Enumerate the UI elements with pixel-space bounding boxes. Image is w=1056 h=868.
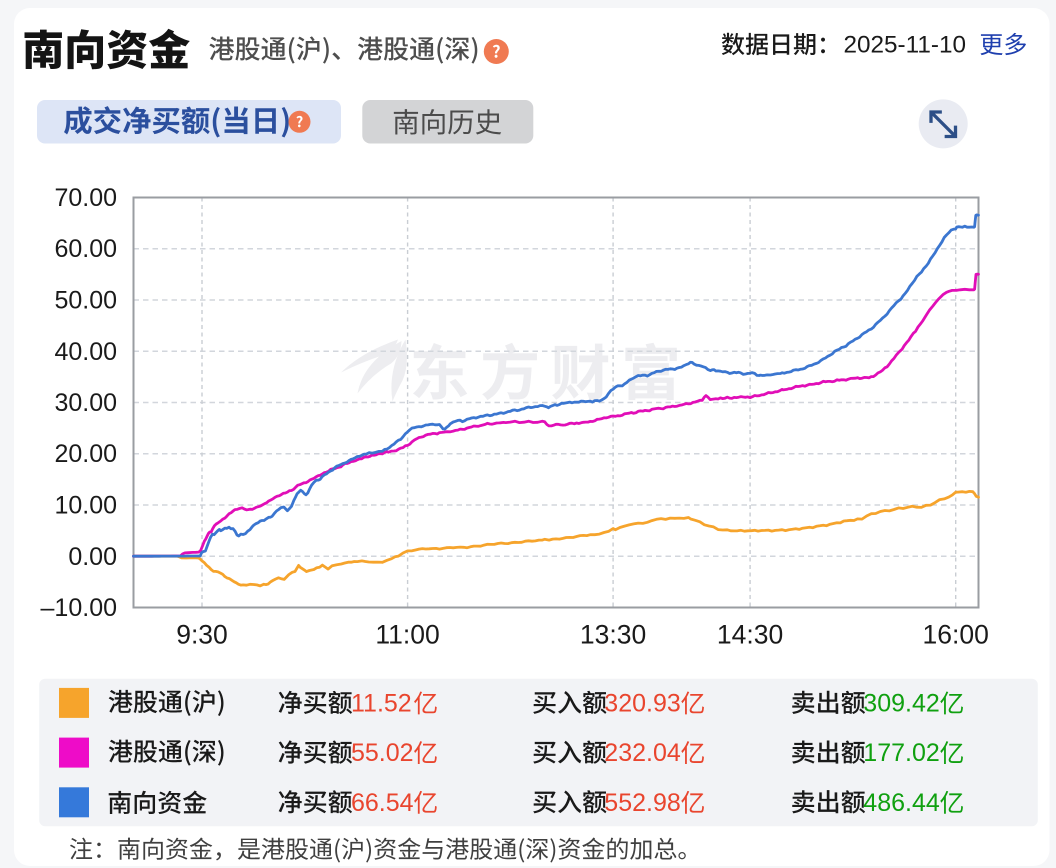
svg-text:177.02: 177.02 bbox=[863, 739, 939, 767]
svg-text:13:30: 13:30 bbox=[580, 620, 646, 650]
svg-text:2025-11-10: 2025-11-10 bbox=[844, 32, 966, 59]
svg-text:14:30: 14:30 bbox=[717, 620, 783, 650]
svg-text:55.02: 55.02 bbox=[351, 739, 414, 767]
svg-text:11.52: 11.52 bbox=[351, 690, 412, 718]
svg-text:9:30: 9:30 bbox=[176, 620, 228, 650]
svg-text:60.00: 60.00 bbox=[54, 235, 117, 263]
svg-text:30.00: 30.00 bbox=[54, 389, 117, 417]
svg-text:0.00: 0.00 bbox=[68, 543, 117, 571]
svg-text:16:00: 16:00 bbox=[923, 620, 989, 650]
svg-text:66.54: 66.54 bbox=[351, 789, 414, 817]
svg-text:486.44: 486.44 bbox=[863, 789, 940, 817]
svg-text:70.00: 70.00 bbox=[54, 184, 117, 212]
svg-text:40.00: 40.00 bbox=[54, 338, 117, 366]
svg-text:10.00: 10.00 bbox=[54, 492, 117, 520]
svg-text:20.00: 20.00 bbox=[54, 440, 117, 468]
svg-text:–10.00: –10.00 bbox=[41, 594, 117, 622]
svg-text:50.00: 50.00 bbox=[54, 287, 117, 315]
svg-text:552.98: 552.98 bbox=[604, 789, 680, 817]
svg-text:11:00: 11:00 bbox=[375, 620, 439, 650]
svg-text:320.93: 320.93 bbox=[604, 690, 680, 718]
svg-text:232.04: 232.04 bbox=[604, 739, 681, 767]
svg-text:309.42: 309.42 bbox=[863, 690, 939, 718]
